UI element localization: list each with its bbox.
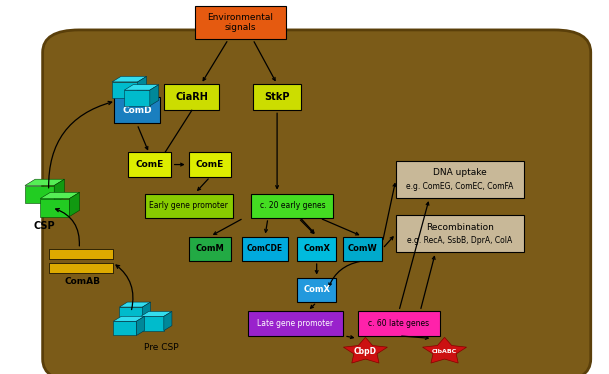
Polygon shape bbox=[164, 312, 172, 331]
Text: ClbABC: ClbABC bbox=[432, 349, 457, 354]
FancyBboxPatch shape bbox=[251, 194, 334, 218]
FancyBboxPatch shape bbox=[242, 237, 287, 261]
Text: Early gene promoter: Early gene promoter bbox=[149, 201, 228, 210]
FancyBboxPatch shape bbox=[297, 237, 336, 261]
FancyBboxPatch shape bbox=[189, 237, 231, 261]
Text: ComD: ComD bbox=[122, 106, 152, 115]
Polygon shape bbox=[40, 199, 69, 217]
FancyBboxPatch shape bbox=[189, 153, 231, 177]
FancyBboxPatch shape bbox=[49, 263, 113, 273]
Polygon shape bbox=[112, 82, 138, 98]
Polygon shape bbox=[113, 316, 144, 321]
FancyBboxPatch shape bbox=[195, 6, 286, 39]
Text: ComAB: ComAB bbox=[64, 277, 100, 286]
Polygon shape bbox=[143, 302, 150, 321]
FancyBboxPatch shape bbox=[396, 161, 524, 198]
Polygon shape bbox=[136, 316, 144, 335]
Polygon shape bbox=[141, 312, 172, 316]
Text: e.g. RecA, SsbB, DprA, ColA: e.g. RecA, SsbB, DprA, ColA bbox=[407, 236, 512, 245]
FancyBboxPatch shape bbox=[43, 30, 591, 374]
Polygon shape bbox=[119, 307, 143, 321]
Text: c. 60 late genes: c. 60 late genes bbox=[368, 319, 429, 328]
Text: ComW: ComW bbox=[348, 244, 377, 253]
FancyBboxPatch shape bbox=[396, 215, 524, 252]
Text: ComE: ComE bbox=[196, 160, 224, 169]
FancyBboxPatch shape bbox=[358, 311, 440, 336]
Text: CSP: CSP bbox=[33, 221, 55, 231]
Polygon shape bbox=[40, 192, 80, 199]
Text: ComCDE: ComCDE bbox=[247, 244, 283, 253]
Polygon shape bbox=[124, 85, 159, 90]
FancyBboxPatch shape bbox=[49, 249, 113, 259]
Text: DNA uptake: DNA uptake bbox=[433, 168, 487, 177]
Polygon shape bbox=[69, 192, 80, 217]
Polygon shape bbox=[150, 85, 159, 106]
Text: Late gene promoter: Late gene promoter bbox=[257, 319, 334, 328]
Text: Environmental
signals: Environmental signals bbox=[208, 13, 273, 32]
Polygon shape bbox=[124, 90, 150, 106]
Text: StkP: StkP bbox=[264, 92, 290, 102]
FancyBboxPatch shape bbox=[342, 237, 382, 261]
Text: Pre CSP: Pre CSP bbox=[144, 343, 178, 352]
Text: ComX: ComX bbox=[303, 244, 330, 253]
Polygon shape bbox=[423, 337, 466, 363]
Text: e.g. ComEG, ComEC, ComFA: e.g. ComEG, ComEC, ComFA bbox=[406, 182, 513, 191]
Polygon shape bbox=[138, 76, 147, 98]
FancyBboxPatch shape bbox=[144, 194, 233, 218]
Polygon shape bbox=[113, 321, 136, 335]
Text: ComX: ComX bbox=[303, 285, 330, 294]
Text: Recombination: Recombination bbox=[426, 223, 494, 232]
FancyBboxPatch shape bbox=[164, 84, 219, 110]
Text: ComE: ComE bbox=[135, 160, 163, 169]
Text: CiaRH: CiaRH bbox=[175, 92, 208, 102]
FancyBboxPatch shape bbox=[248, 311, 342, 336]
Text: CbpD: CbpD bbox=[354, 347, 377, 356]
Polygon shape bbox=[141, 316, 164, 331]
FancyBboxPatch shape bbox=[128, 153, 171, 177]
Polygon shape bbox=[25, 186, 54, 203]
FancyBboxPatch shape bbox=[114, 97, 160, 123]
Polygon shape bbox=[25, 179, 65, 186]
Polygon shape bbox=[119, 302, 150, 307]
FancyBboxPatch shape bbox=[253, 84, 301, 110]
Text: ComM: ComM bbox=[195, 244, 225, 253]
Polygon shape bbox=[54, 179, 65, 203]
Polygon shape bbox=[343, 337, 387, 363]
Polygon shape bbox=[112, 76, 147, 82]
Text: c. 20 early genes: c. 20 early genes bbox=[259, 201, 325, 210]
FancyBboxPatch shape bbox=[297, 278, 336, 302]
